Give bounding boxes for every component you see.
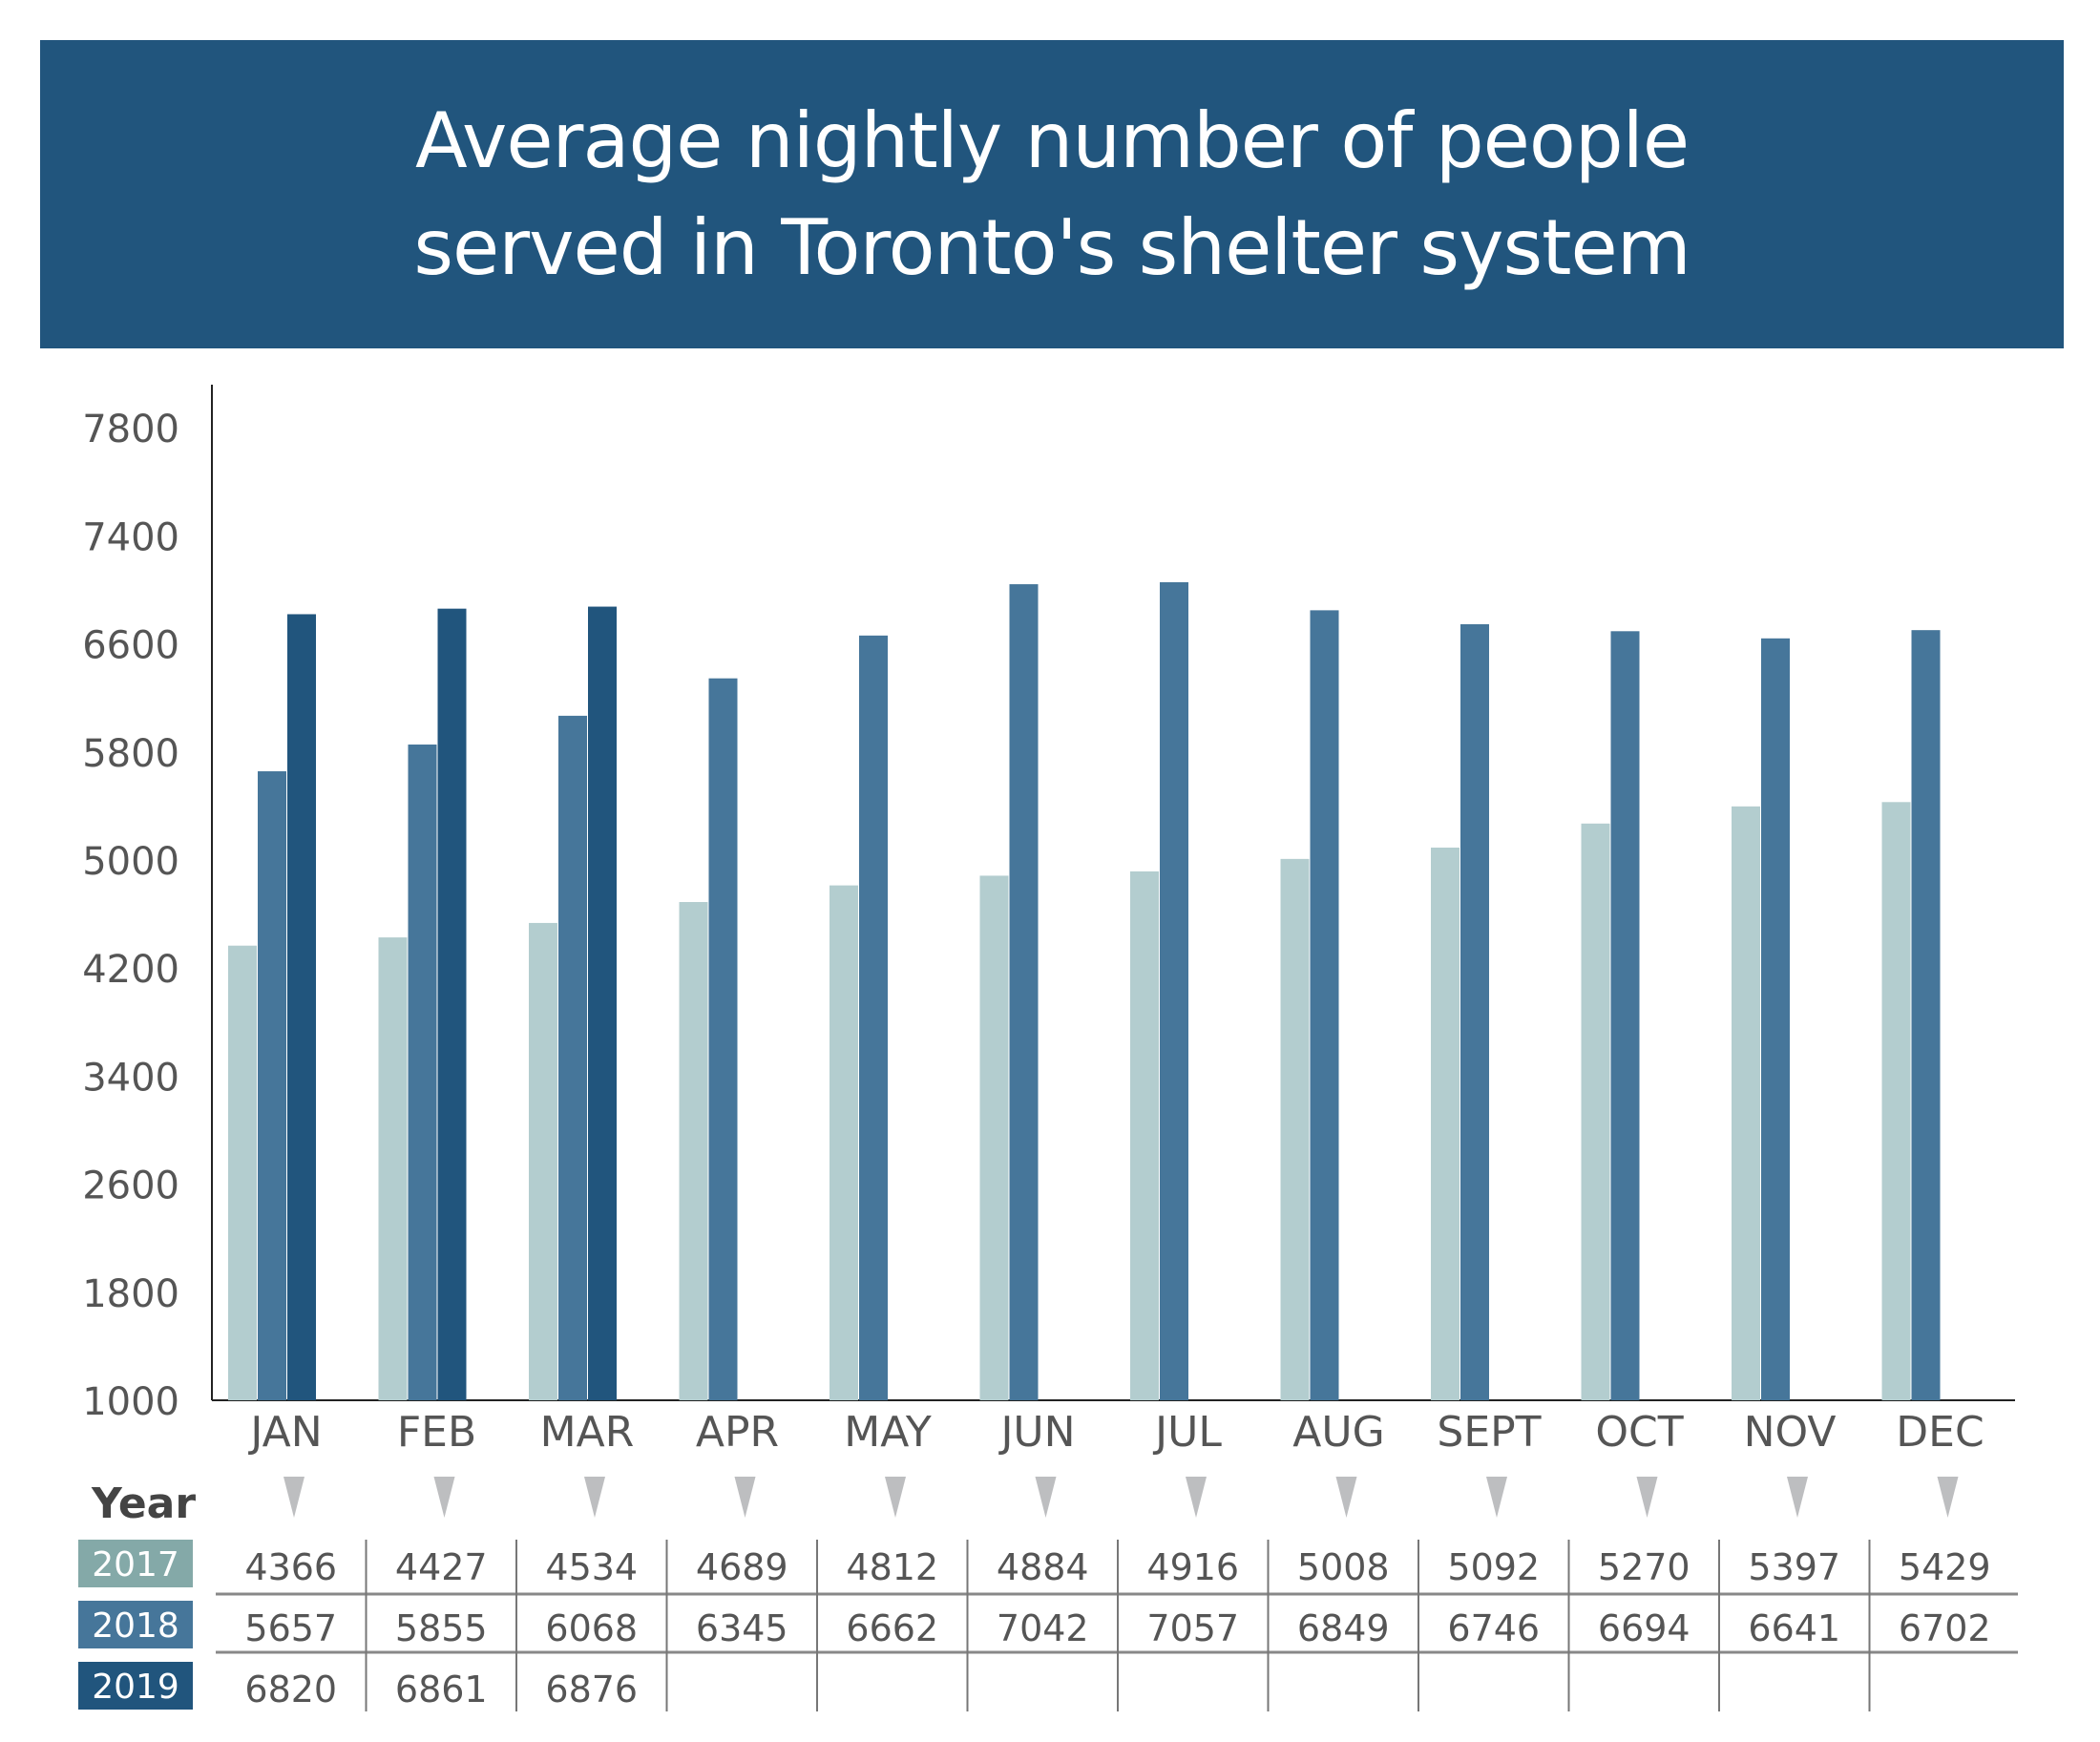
bar-2018-dec	[1911, 630, 1941, 1400]
bar-2018-apr	[708, 678, 738, 1400]
x-tick-label: FEB	[397, 1408, 476, 1457]
table-cell: 6068	[545, 1607, 638, 1649]
down-arrow-icon	[734, 1477, 756, 1518]
table-cell: 5092	[1447, 1546, 1540, 1588]
down-arrow-icon	[284, 1477, 304, 1518]
down-arrow-icon	[1636, 1477, 1658, 1518]
bar-2018-aug	[1310, 610, 1339, 1400]
y-tick-label: 2600	[82, 1165, 179, 1208]
legend-year-text: 2017	[92, 1545, 179, 1585]
table-cell: 4689	[696, 1546, 788, 1588]
x-tick-label: MAY	[844, 1408, 932, 1457]
bar-2018-nov	[1761, 638, 1790, 1400]
chart-title-line-2: served in Toronto's shelter system	[413, 202, 1690, 292]
down-arrow-icon	[1486, 1477, 1507, 1518]
y-tick-label: 3400	[82, 1056, 179, 1100]
down-arrow-icon	[1035, 1477, 1057, 1518]
bar-2017-apr	[679, 902, 708, 1400]
table-cell: 4884	[997, 1546, 1089, 1588]
x-tick-label: JUN	[998, 1408, 1075, 1457]
down-arrow-icon	[584, 1477, 605, 1518]
table-cell: 4812	[846, 1546, 938, 1588]
chart-title-line-1: Average nightly number of people	[414, 95, 1690, 185]
table-cell: 6820	[244, 1669, 337, 1711]
table-cell: 4534	[545, 1546, 638, 1588]
bar-2017-aug	[1280, 858, 1310, 1400]
table-header-year: Year	[91, 1480, 196, 1528]
x-tick-label: SEPT	[1437, 1408, 1541, 1457]
x-tick-label: JAN	[247, 1408, 322, 1457]
bar-2017-mar	[529, 922, 557, 1400]
table-cell: 4916	[1146, 1546, 1239, 1588]
x-tick-label: OCT	[1595, 1408, 1683, 1457]
table-cell: 6345	[696, 1607, 788, 1649]
down-arrow-icon	[1186, 1477, 1207, 1518]
x-tick-label: APR	[696, 1408, 779, 1457]
down-arrow-icon	[1787, 1477, 1808, 1518]
table-cell: 6662	[846, 1607, 938, 1649]
table-cell: 5397	[1748, 1546, 1840, 1588]
table-cell: 5855	[395, 1607, 488, 1649]
down-arrow-icon	[1335, 1477, 1357, 1518]
table-cell: 6702	[1899, 1607, 1991, 1649]
bar-2017-dec	[1881, 802, 1911, 1400]
table-cell: 6861	[395, 1669, 488, 1711]
bar-2018-jan	[258, 771, 286, 1400]
table-cell: 5008	[1297, 1546, 1390, 1588]
down-arrow-icon	[1937, 1477, 1959, 1518]
legend-year-text: 2018	[92, 1606, 179, 1646]
bar-2017-jun	[979, 875, 1009, 1400]
table-cell: 6746	[1447, 1607, 1540, 1649]
table-cell: 6641	[1748, 1607, 1840, 1649]
table-cell: 7057	[1146, 1607, 1239, 1649]
bar-2017-oct	[1581, 823, 1610, 1400]
x-tick-label: NOV	[1744, 1408, 1837, 1457]
bar-2019-jan	[287, 614, 316, 1400]
bar-2017-jan	[228, 945, 257, 1400]
y-tick-label: 4200	[82, 948, 179, 992]
table-cell: 6876	[545, 1669, 638, 1711]
table-cell: 4427	[395, 1546, 488, 1588]
y-tick-label: 5000	[82, 840, 179, 884]
bar-2018-jun	[1009, 584, 1039, 1400]
down-arrow-icon	[885, 1477, 906, 1518]
x-tick-label: MAR	[540, 1408, 635, 1457]
y-tick-label: 6600	[82, 624, 179, 668]
bar-2017-jul	[1130, 871, 1159, 1400]
bar-2019-mar	[588, 606, 617, 1400]
bar-2018-jul	[1160, 581, 1188, 1400]
y-tick-label: 1000	[82, 1380, 179, 1424]
y-tick-label: 5800	[82, 732, 179, 776]
table-cell: 5270	[1598, 1546, 1690, 1588]
bar-2017-feb	[378, 937, 408, 1400]
table-cell: 4366	[244, 1546, 337, 1588]
table-cell: 7042	[997, 1607, 1089, 1649]
bar-2017-sept	[1431, 847, 1460, 1400]
legend-year-text: 2019	[92, 1668, 179, 1707]
legend-label-2019	[78, 1662, 193, 1710]
table-cell: 6694	[1598, 1607, 1690, 1649]
bar-2018-oct	[1610, 631, 1640, 1400]
bar-2017-nov	[1732, 806, 1760, 1400]
bar-2019-feb	[437, 608, 467, 1400]
bar-2017-may	[830, 885, 858, 1400]
legend-label-2018	[78, 1601, 193, 1648]
table-cell: 5657	[244, 1607, 337, 1649]
table-cell: 6849	[1297, 1607, 1390, 1649]
down-arrow-icon	[433, 1477, 455, 1518]
x-tick-label: AUG	[1292, 1408, 1384, 1457]
y-tick-label: 7800	[82, 408, 179, 451]
title-band: Average nightly number of people served …	[40, 40, 2064, 348]
x-tick-label: DEC	[1896, 1408, 1984, 1457]
y-tick-label: 7400	[82, 515, 179, 559]
bar-2018-mar	[558, 715, 587, 1400]
bar-2018-may	[859, 635, 888, 1400]
y-tick-label: 1800	[82, 1272, 179, 1316]
legend-label-2017	[78, 1540, 193, 1587]
bar-2018-feb	[408, 745, 437, 1400]
table-cell: 5429	[1899, 1546, 1991, 1588]
bar-2018-sept	[1460, 623, 1489, 1400]
x-tick-label: JUL	[1152, 1408, 1222, 1457]
